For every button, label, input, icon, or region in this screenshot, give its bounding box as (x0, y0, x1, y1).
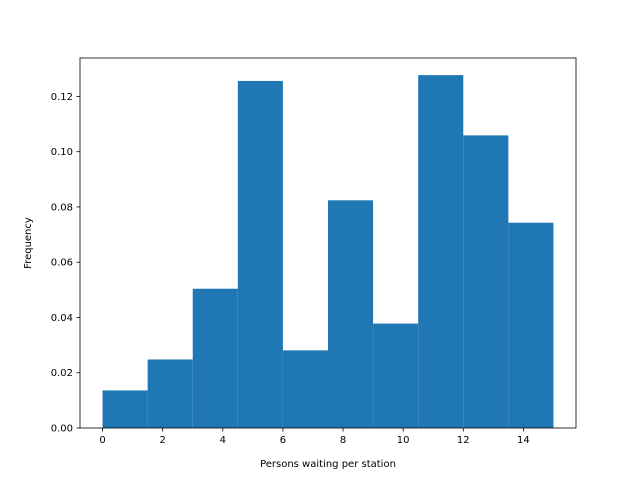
histogram-bar (282, 350, 328, 428)
histogram-bar (237, 80, 283, 428)
axes-layer (79, 57, 577, 429)
y-tick-label: 0.08 (51, 202, 73, 213)
x-tick-label: 12 (457, 435, 470, 446)
x-tick-label: 14 (517, 435, 530, 446)
y-tick-label: 0.10 (51, 147, 73, 158)
x-tick-label: 10 (397, 435, 410, 446)
x-tick-label: 4 (220, 435, 226, 446)
histogram-bar (373, 323, 419, 428)
plot-frame (79, 57, 577, 429)
x-tick-label: 8 (340, 435, 346, 446)
y-axis-label: Frequency (23, 217, 34, 269)
bars-layer (102, 75, 554, 429)
histogram-bar (508, 222, 554, 428)
histogram-bar (463, 135, 509, 429)
histogram-bar (192, 288, 238, 428)
histogram-bar (102, 390, 148, 428)
histogram-bar (328, 200, 374, 428)
x-tick-label: 2 (159, 435, 165, 446)
x-axis-label: Persons waiting per station (260, 459, 396, 470)
x-tick-label: 0 (99, 435, 105, 446)
y-tick-label: 0.04 (51, 313, 73, 324)
y-tick-label: 0.00 (51, 424, 73, 435)
y-tick-label: 0.12 (51, 92, 73, 103)
y-tick-label: 0.06 (51, 258, 73, 269)
y-tick-label: 0.02 (51, 368, 73, 379)
ticks-layer: 0 2 4 6 8 10 12 14 0.00 0.02 0.04 0.06 0.08 0.10 0.12 (51, 92, 530, 446)
histogram-bar (418, 75, 464, 428)
histogram-bar (147, 359, 193, 428)
x-tick-label: 6 (280, 435, 286, 446)
